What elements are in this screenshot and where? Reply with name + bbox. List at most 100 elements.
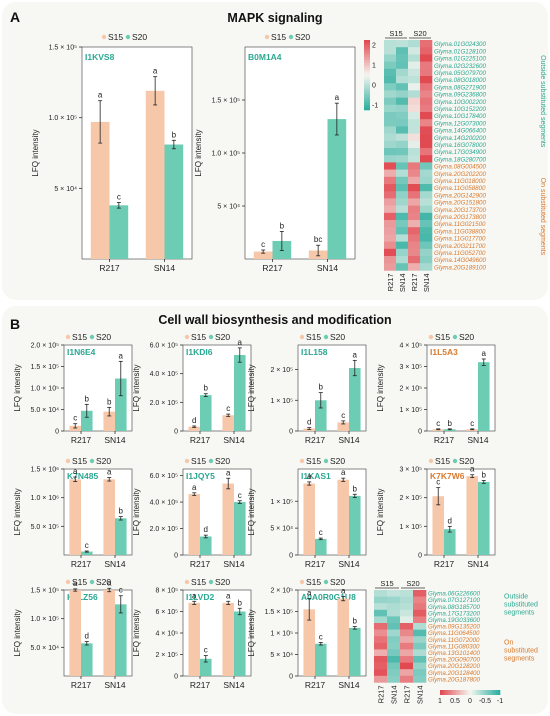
heatmap-cell	[420, 47, 433, 55]
color-scale-step	[364, 62, 370, 66]
heatmap-column-label: SN14	[398, 273, 407, 292]
color-scale-step	[452, 690, 455, 695]
significance-letter: d	[307, 418, 311, 427]
heatmap-cell	[384, 220, 397, 228]
heatmap-cell	[384, 227, 397, 235]
heatmap-cell	[420, 155, 433, 163]
color-scale-step	[466, 690, 469, 695]
heatmap-cell	[400, 669, 414, 677]
legend-s20-marker	[89, 579, 95, 585]
x-category-label: SN14	[467, 435, 489, 445]
heatmap-cell	[420, 83, 433, 91]
legend-s20-label: S20	[330, 456, 345, 466]
heatmap-cell	[396, 205, 409, 214]
color-scale-step	[470, 690, 473, 695]
gene-label: Glyma.18G280700	[434, 156, 486, 163]
legend-s20-label: S20	[215, 577, 230, 587]
bar-s15	[103, 590, 115, 676]
significance-letter: c	[73, 414, 77, 423]
panel-b-letter: B	[10, 316, 20, 332]
heatmap-column-label: R217	[377, 685, 386, 703]
heatmap-cell	[387, 623, 401, 630]
heatmap-cell	[408, 212, 421, 221]
significance-letter: b	[204, 384, 209, 393]
legend-s20-label: S20	[295, 32, 310, 42]
color-scale-step	[454, 690, 457, 695]
x-category-label: SN14	[338, 435, 360, 445]
gene-label: Glyma.20G202200	[434, 171, 486, 178]
protein-label: I1N6E4	[67, 347, 96, 357]
protein-label: B0M1A4	[248, 52, 282, 62]
bar-s15	[90, 121, 110, 259]
color-scale-tick: 0	[372, 83, 376, 90]
significance-letter: a	[73, 467, 78, 476]
heatmap-cell	[387, 629, 401, 637]
y-tick-label: 6.0 × 10⁵	[150, 343, 178, 350]
heatmap-mapk: Glyma.01G024300Glyma.01G128100Glyma.01G2…	[364, 29, 546, 292]
bar-s15	[188, 602, 200, 676]
heatmap-label-outside-line: Outside	[504, 594, 528, 601]
x-category-label: R217	[190, 435, 211, 445]
heatmap-cell	[374, 649, 388, 657]
gene-label: Glyma.14G049600	[434, 257, 486, 264]
heatmap-cell	[396, 104, 409, 113]
color-scale-tick: -0.5	[479, 698, 491, 705]
x-category-label: R217	[305, 559, 326, 569]
y-tick-label: 5 × 10⁴	[217, 204, 240, 211]
heatmap-cell	[408, 112, 421, 120]
heatmap-cell	[384, 61, 397, 70]
heatmap-cell-wall: Glyma.06G226600Glyma.07G127100Glyma.08G1…	[374, 579, 538, 705]
heatmap-cell	[420, 162, 433, 170]
heatmap-cell	[420, 256, 433, 264]
legend-s20-marker	[208, 334, 214, 340]
y-tick-label: 1.0 × 10⁵	[31, 616, 59, 623]
significance-letter: a	[238, 338, 243, 347]
heatmap-cell	[396, 126, 409, 134]
heatmap-cell	[396, 133, 409, 142]
gene-label: Glyma.11G052700	[434, 250, 486, 257]
bar-s20	[81, 410, 93, 431]
x-category-label: R217	[190, 680, 211, 690]
color-scale-tick: 2	[372, 43, 376, 50]
legend-s15-label: S15	[191, 577, 206, 587]
y-tick-label: 1 × 10⁵	[399, 407, 422, 414]
heatmap-cell	[396, 97, 409, 106]
heatmap-cell	[396, 220, 409, 228]
gene-label: Glyma.20G173700	[434, 207, 486, 214]
bar-s15	[103, 411, 115, 431]
heatmap-cell	[400, 642, 414, 650]
gene-label: Glyma.20G211700	[434, 243, 486, 250]
protein-label: I1KDI6	[186, 347, 213, 357]
heatmap-cell	[408, 162, 421, 170]
heatmap-cell	[396, 198, 409, 206]
significance-letter: c	[117, 192, 121, 201]
gene-label: Glyma.20G173800	[434, 214, 486, 221]
heatmap-cell	[384, 40, 397, 48]
significance-letter: a	[73, 579, 78, 588]
color-scale-step	[364, 92, 370, 96]
heatmap-label-on-line: substituted	[504, 648, 538, 655]
significance-letter: a	[192, 483, 197, 492]
legend-s15-label: S15	[306, 456, 321, 466]
color-scale-step	[364, 72, 370, 76]
bar-s20	[349, 368, 361, 431]
heatmap-cell	[384, 90, 397, 98]
bar-s20	[115, 604, 127, 676]
heatmap-cell	[408, 133, 421, 142]
y-tick-label: 4 × 10⁵	[155, 631, 178, 638]
legend-s15-marker	[184, 579, 190, 585]
protein-label: K7LZ56	[67, 592, 98, 602]
legend-s15-label: S15	[72, 456, 87, 466]
heatmap-cell	[408, 155, 421, 163]
bar-s20	[327, 119, 347, 259]
y-axis-label: LFQ intensity	[247, 364, 256, 411]
bar-s20	[315, 538, 327, 555]
heatmap-cell	[400, 675, 414, 683]
significance-letter: a	[98, 91, 103, 100]
significance-letter: d	[204, 525, 208, 534]
significance-letter: b	[319, 383, 324, 392]
x-category-label: SN14	[104, 680, 126, 690]
color-scale-step	[462, 690, 465, 695]
y-tick-label: 1.5 × 10⁵	[265, 609, 293, 616]
legend-s15-label: S15	[72, 577, 87, 587]
